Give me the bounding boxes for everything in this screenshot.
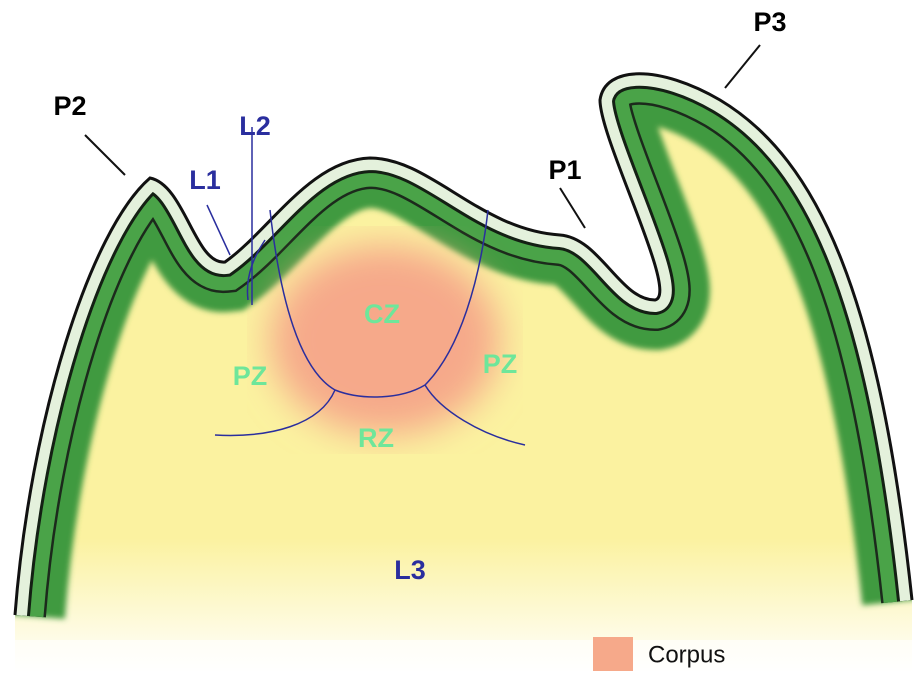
label: L3 (394, 555, 426, 585)
label: RZ (358, 423, 394, 453)
tissue (0, 0, 915, 673)
label: PZ (233, 361, 268, 391)
legend: Corpus (593, 637, 725, 671)
label: CZ (364, 299, 400, 329)
label: L2 (239, 111, 271, 141)
label: P3 (753, 7, 786, 37)
label: P2 (53, 91, 86, 121)
legend-label: Corpus (648, 641, 725, 668)
label: P1 (548, 155, 581, 185)
meristem-diagram: P2 L2 L1 P1 P3 CZ PZ PZ RZ L3 Corpus (0, 0, 915, 673)
label: PZ (483, 349, 518, 379)
legend-swatch (593, 637, 633, 671)
label: L1 (189, 165, 221, 195)
corpus (270, 245, 500, 435)
